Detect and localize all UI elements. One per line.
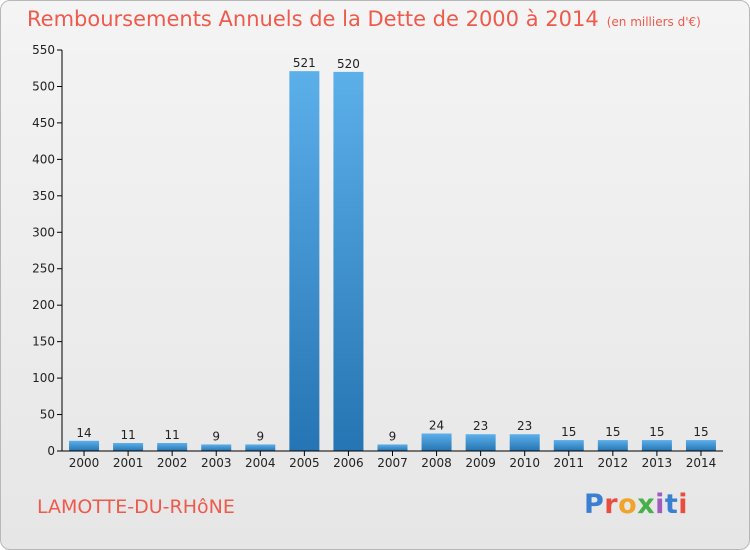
y-tick-label: 450 (32, 116, 55, 130)
x-tick-label: 2005 (289, 456, 320, 470)
bars: 14 11 11 9 9 521 520 9 24 23 23 15 15 15 15 (69, 56, 716, 451)
y-tick-label: 400 (32, 152, 55, 166)
x-tick-label: 2006 (333, 456, 364, 470)
bar-2008 (421, 433, 452, 451)
bar-value-label: 15 (693, 425, 708, 439)
bar-value-label: 24 (429, 419, 444, 433)
x-tick-label: 2003 (201, 456, 232, 470)
bar-value-label: 15 (561, 425, 576, 439)
bar-2004 (245, 444, 276, 451)
title-text: Remboursements Annuels de la Dette de 20… (27, 7, 599, 31)
bar-value-label: 9 (389, 429, 397, 443)
y-tick-label: 0 (47, 444, 55, 458)
x-tick-label: 2002 (157, 456, 188, 470)
bar-value-label: 11 (120, 428, 135, 442)
bar-value-label: 15 (605, 425, 620, 439)
x-tick-label: 2012 (598, 456, 629, 470)
y-tick-label: 500 (32, 79, 55, 93)
x-tick-label: 2010 (509, 456, 540, 470)
x-tick-label: 2000 (69, 456, 100, 470)
x-tick-label: 2008 (421, 456, 452, 470)
y-tick-label: 350 (32, 189, 55, 203)
y-tick-label: 300 (32, 225, 55, 239)
commune-name: LAMOTTE-DU-RHôNE (37, 496, 235, 518)
y-tick-label: 50 (40, 408, 55, 422)
x-tick-label: 2004 (245, 456, 276, 470)
x-tick-label: 2014 (686, 456, 717, 470)
bar-2011 (553, 440, 584, 451)
bar-2010 (509, 434, 540, 451)
bar-2003 (201, 444, 232, 451)
y-tick-label: 250 (32, 262, 55, 276)
bar-2002 (157, 442, 188, 451)
y-tick-label: 100 (32, 371, 55, 385)
bar-value-label: 23 (473, 419, 488, 433)
bar-2009 (465, 434, 496, 451)
x-tick-label: 2001 (113, 456, 144, 470)
bar-2006 (333, 71, 364, 451)
bar-value-label: 521 (293, 56, 316, 70)
bar-value-label: 11 (165, 428, 180, 442)
bar-value-label: 15 (649, 425, 664, 439)
bar-value-label: 9 (256, 429, 264, 443)
bar-2001 (113, 442, 144, 451)
chart-title: Remboursements Annuels de la Dette de 20… (27, 7, 701, 31)
y-tick-label: 150 (32, 335, 55, 349)
x-tick-label: 2009 (465, 456, 496, 470)
bar-2013 (641, 440, 672, 451)
bar-2012 (597, 440, 628, 451)
y-tick-label: 550 (32, 43, 55, 57)
subtitle-text: (en milliers d'€) (606, 15, 701, 29)
x-tick-label: 2007 (377, 456, 408, 470)
bar-value-label: 23 (517, 419, 532, 433)
bar-value-label: 520 (337, 57, 360, 71)
x-tick-label: 2013 (642, 456, 673, 470)
y-tick-label: 200 (32, 298, 55, 312)
bar-value-label: 9 (212, 429, 220, 443)
bar-2005 (289, 71, 320, 451)
bar-2000 (69, 440, 100, 451)
bar-2014 (685, 440, 716, 451)
axes: 0 50 100 150 200 250 300 350 400 450 500 550 2000 200… (32, 43, 723, 470)
proxiti-logo: Proxiti (584, 489, 689, 520)
bar-2007 (377, 444, 408, 451)
x-tick-label: 2011 (553, 456, 584, 470)
bar-value-label: 14 (76, 426, 91, 440)
